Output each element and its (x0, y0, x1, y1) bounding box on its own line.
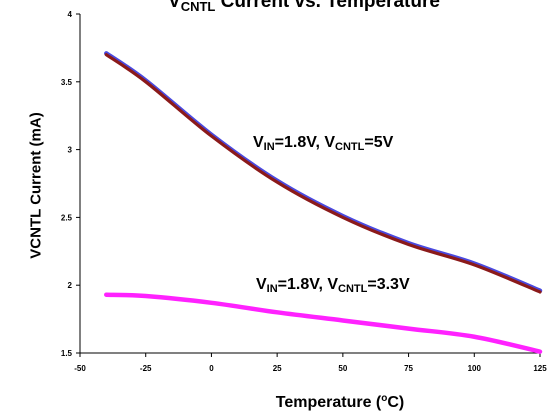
y-tick-label: 1.5 (61, 349, 73, 358)
x-tick-label: -25 (140, 364, 152, 373)
y-tick-label: 2.5 (61, 213, 73, 222)
x-tick-label: 25 (273, 364, 282, 373)
y-tick-label: 4 (68, 10, 73, 19)
y-tick-label: 3.5 (61, 78, 73, 87)
series-1-line (104, 53, 542, 294)
series-1-line-edge (104, 51, 543, 293)
x-tick-label: 75 (404, 364, 413, 373)
x-tick-label: 0 (209, 364, 214, 373)
series-2-line (104, 292, 543, 354)
x-tick-label: 125 (533, 364, 547, 373)
y-tick-label: 3 (68, 146, 73, 155)
y-axis-label: VCNTL Current (mA) (27, 112, 45, 259)
x-tick-label: 50 (338, 364, 347, 373)
y-tick-label: 2 (68, 281, 73, 290)
x-tick-label: 100 (468, 364, 482, 373)
annotation-3v3: VIN=1.8V, VCNTL=3.3V (256, 276, 410, 295)
x-axis-label: Temperature (oC) (275, 393, 405, 411)
chart-title: VCNTL Current vs. Temperature (168, 0, 440, 14)
annotation-5v: VIN=1.8V, VCNTL=5V (253, 134, 394, 153)
x-tick-label: -50 (74, 364, 86, 373)
